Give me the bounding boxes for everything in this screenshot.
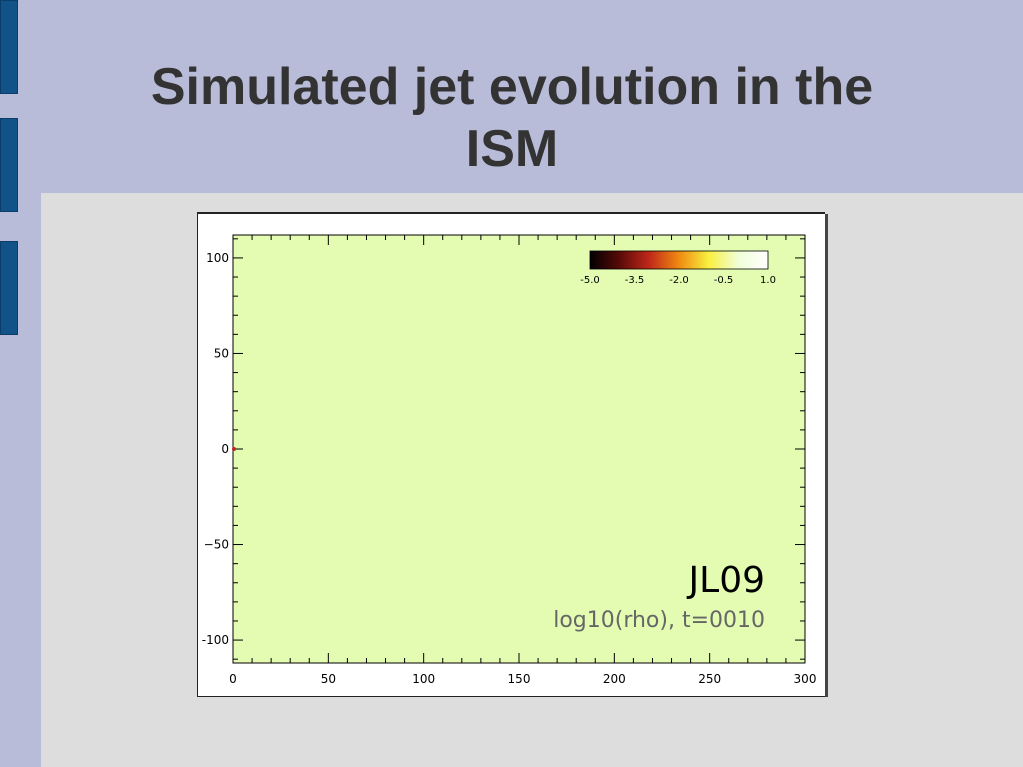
x-tick-label: 300 bbox=[794, 672, 817, 686]
x-tick-label: 150 bbox=[508, 672, 531, 686]
colorbar-tick-label: -3.5 bbox=[625, 275, 645, 286]
simulation-figure: 0 50 100 150 200 250 300 100 50 0 −50 -100 -5.0 -3.5… bbox=[197, 212, 828, 697]
colorbar-tick-label: 1.0 bbox=[760, 275, 776, 286]
y-tick-label: 0 bbox=[221, 442, 229, 456]
x-tick-label: 200 bbox=[603, 672, 626, 686]
y-tick-label: −50 bbox=[204, 538, 229, 552]
colorbar bbox=[589, 250, 769, 270]
side-tab-3 bbox=[0, 241, 18, 335]
jet-source-marker bbox=[232, 447, 236, 451]
run-label: JL09 bbox=[687, 560, 765, 601]
axis-ticks bbox=[232, 235, 806, 663]
x-tick-label: 0 bbox=[229, 672, 237, 686]
colorbar-tick-label: -5.0 bbox=[580, 275, 600, 286]
y-tick-label: 100 bbox=[206, 251, 229, 265]
x-tick-label: 100 bbox=[412, 672, 435, 686]
x-tick-label: 50 bbox=[321, 672, 336, 686]
x-tick-label: 250 bbox=[698, 672, 721, 686]
plot-caption: log10(rho), t=0010 bbox=[553, 608, 765, 633]
simulation-plot: 0 50 100 150 200 250 300 100 50 0 −50 -100 -5.0 -3.5… bbox=[202, 234, 817, 686]
density-field bbox=[233, 235, 805, 663]
y-tick-label: 50 bbox=[214, 346, 229, 360]
colorbar-tick-label: -2.0 bbox=[669, 275, 689, 286]
slide-title-line-1: Simulated jet evolution in the bbox=[150, 58, 874, 116]
colorbar-tick-label: -0.5 bbox=[714, 275, 734, 286]
side-tab-2 bbox=[0, 118, 18, 212]
colorbar-labels: -5.0 -3.5 -2.0 -0.5 1.0 bbox=[580, 275, 776, 286]
y-tick-label: -100 bbox=[202, 633, 229, 647]
slide-title: Simulated jet evolution in the ISM bbox=[40, 56, 984, 180]
side-tab-1 bbox=[0, 0, 18, 94]
axis-tick-labels: 0 50 100 150 200 250 300 100 50 0 −50 -100 bbox=[202, 251, 817, 686]
slide-title-line-2: ISM bbox=[465, 120, 559, 178]
